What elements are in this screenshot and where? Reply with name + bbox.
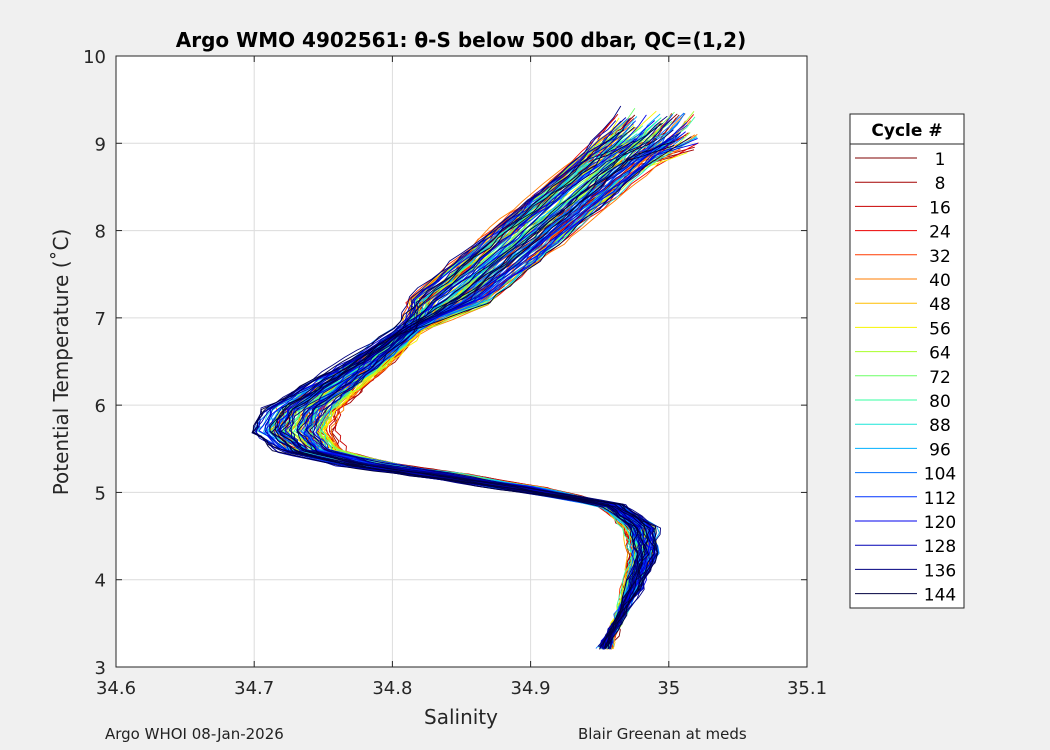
x-tick-label: 34.7 [234,678,274,699]
footer-left-text: Argo WHOI 08-Jan-2026 [105,725,284,743]
plot-area [116,56,807,667]
legend-entry-label: 128 [924,537,956,557]
profile-lines [251,105,699,650]
profile-line-cycle [280,140,675,648]
chart-title: Argo WMO 4902561: θ-S below 500 dbar, QC… [176,28,746,52]
x-tick-label: 34.9 [511,678,551,699]
legend-entry-label: 24 [929,223,951,243]
x-tick-label: 34.8 [372,678,412,699]
legend-entry-label: 120 [924,513,956,533]
legend-entry-label: 56 [929,319,951,339]
legend-entry-label: 16 [929,198,951,218]
x-axis-label: Salinity [424,705,498,729]
profile-line-cycle [284,120,649,649]
profile-line-cycle [273,120,655,649]
legend-entry-label: 104 [924,465,956,485]
profile-line-cycle [305,115,668,647]
y-tick-label: 9 [95,134,106,155]
profile-line-cycle [266,138,698,650]
profile-line-cycle [270,122,663,649]
profile-line-cycle [290,123,661,650]
footer-right-text: Blair Greenan at meds [578,725,747,743]
legend-entry-label: 40 [929,271,951,291]
legend-title: Cycle # [871,121,942,141]
legend-entry-label: 80 [929,392,951,412]
profile-line-cycle [278,144,675,650]
legend-entry-label: 136 [924,561,956,581]
profile-line-cycle [251,136,692,648]
profile-line-cycle [296,126,656,648]
legend-entry-label: 72 [929,368,951,388]
legend-entry-label: 1 [935,150,946,170]
x-tick-label: 35 [657,678,680,699]
y-tick-label: 3 [95,658,106,679]
profile-line-cycle [309,131,643,647]
profile-line-cycle [251,141,661,650]
profile-line-cycle [296,114,656,647]
y-tick-label: 10 [83,47,106,68]
legend-entry-label: 112 [924,489,956,509]
plot-frame [115,55,808,668]
profile-line-cycle [274,138,658,650]
y-tick-label: 7 [95,309,106,330]
legend-entry-label: 32 [929,247,951,267]
y-tick-label: 4 [95,571,106,592]
y-tick-label: 5 [95,483,106,504]
y-tick-label: 8 [95,222,106,243]
x-tick-label: 34.6 [96,678,136,699]
axis-ticks: 34.6 34.7 34.8 34.9 35 35.1 3 4 5 6 7 8 9 10 [83,47,827,699]
legend-entry-label: 64 [929,344,951,364]
legend-box [849,113,965,609]
y-tick-label: 6 [95,396,106,417]
legend-entry-label: 8 [935,174,946,194]
legend: Cycle # 1 8 16 24 32 40 48 56 64 72 80 88 96 104 112 12… [849,113,965,609]
legend-entry-label: 144 [924,586,956,606]
legend-entry-label: 48 [929,295,951,315]
legend-entry-label: 96 [929,440,951,460]
y-axis-label: Potential Temperature (˚C) [49,229,73,496]
x-tick-label: 35.1 [787,678,827,699]
legend-entry-label: 88 [929,416,951,436]
profile-line-cycle [276,134,657,649]
